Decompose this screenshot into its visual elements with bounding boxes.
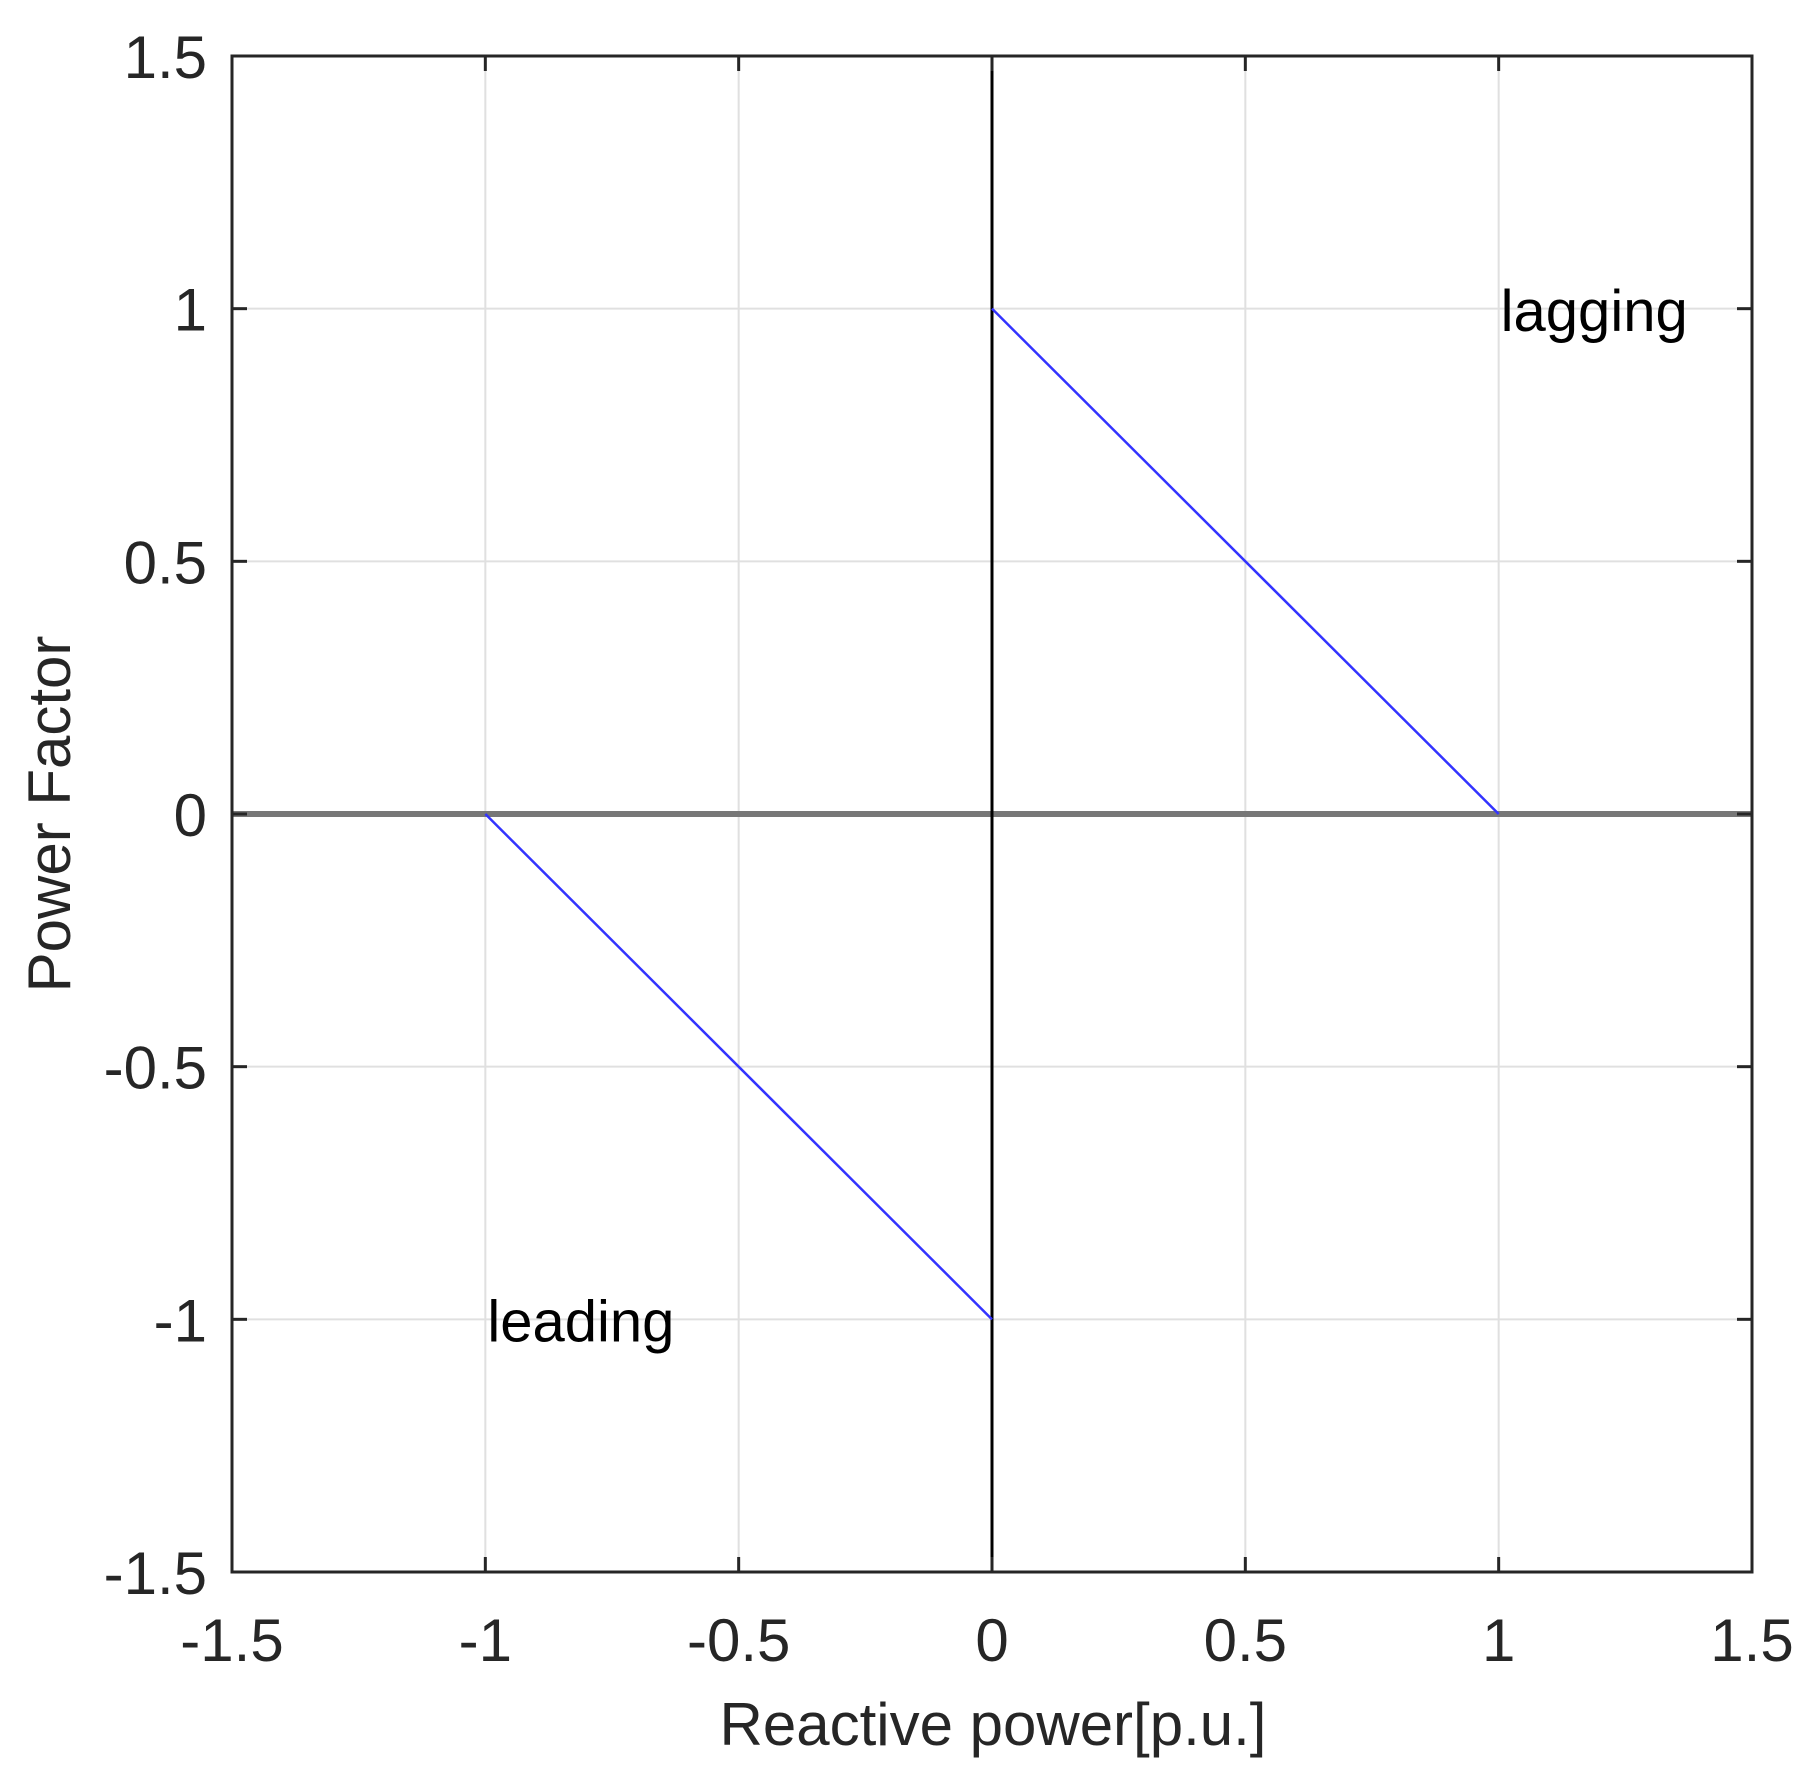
x-tick-label: 1.5 [1710,1607,1793,1674]
y-tick-label: -1 [154,1287,207,1354]
x-tick-label: -0.5 [687,1607,790,1674]
annotations: lagging leading [487,279,1687,1355]
x-tick-label: -1 [459,1607,512,1674]
x-tick-label: -1.5 [180,1607,283,1674]
annotation-lagging: lagging [1501,279,1688,344]
y-tick-label: 0 [174,782,207,849]
y-tick-label: -1.5 [104,1540,207,1607]
y-tick-label: -0.5 [104,1035,207,1102]
x-tick-labels: -1.5 -1 -0.5 0 0.5 1 1.5 [180,1607,1793,1674]
x-tick-label: 1 [1482,1607,1515,1674]
series-line-leading [484,813,993,1321]
y-tick-label: 1 [174,277,207,344]
data-series [484,307,1500,1321]
x-axis-label: Reactive power[p.u.] [720,1691,1267,1758]
y-axis-label: Power Factor [16,636,83,993]
x-tick-label: 0.5 [1204,1607,1287,1674]
tick-marks [230,54,1754,1574]
series-line-lagging [991,307,1500,815]
annotation-leading: leading [487,1289,674,1354]
x-tick-label: 0 [975,1607,1008,1674]
y-tick-label: 0.5 [124,529,207,596]
y-tick-label: 1.5 [124,24,207,91]
y-tick-labels: -1.5 -1 -0.5 0 0.5 1 1.5 [104,24,207,1607]
